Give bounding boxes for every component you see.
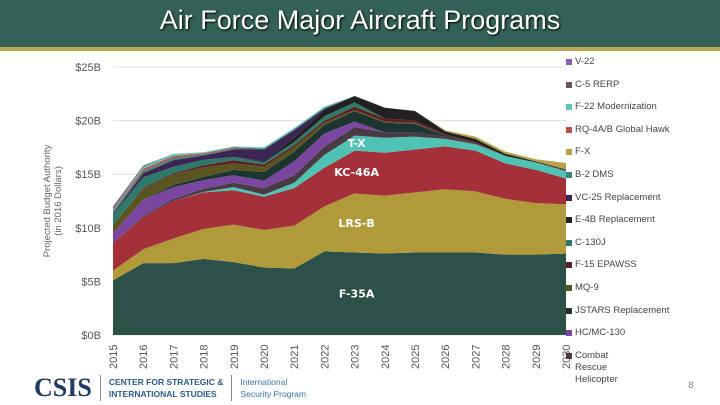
legend-item: VC-25 Replacement (566, 192, 715, 204)
legend-swatch (566, 149, 572, 156)
legend-item: F-22 Modernization (566, 101, 715, 113)
x-tick-label: 2021 (289, 345, 301, 369)
org-name: CENTER FOR STRATEGIC & INTERNATIONAL STU… (109, 376, 224, 400)
area-f-15-epawss (113, 106, 566, 225)
legend-swatch (566, 126, 572, 133)
legend-swatch (566, 285, 572, 291)
legend-label: C-5 RERP (575, 78, 620, 90)
series-label: LRS-B (338, 217, 374, 230)
y-tick-label: $5B (81, 276, 101, 288)
area-f-22-modernization (113, 95, 566, 211)
area-mq-9 (113, 109, 566, 234)
slide-title: Air Force Major Aircraft Programs (159, 5, 561, 35)
legend-swatch (566, 172, 572, 178)
y-tick-label: $0B (81, 330, 101, 342)
legend-swatch (566, 81, 572, 88)
x-tick-label: 2027 (470, 345, 482, 369)
x-tick-label: 2025 (410, 345, 422, 369)
legend-label: HC/MC-130 (575, 327, 626, 339)
area-f-35a (113, 251, 566, 335)
area-t-x (113, 135, 566, 243)
area-kc-46a (113, 146, 566, 271)
org-line-2: INTERNATIONAL STUDIES (108, 389, 217, 399)
series-label: T-X (348, 137, 367, 150)
area-hc-mc-130 (113, 121, 566, 243)
area-lrs-b (113, 189, 566, 281)
legend-label: V-22 (575, 56, 595, 67)
legend-swatch (566, 104, 572, 111)
divider (99, 375, 101, 401)
legend-label: Combat Rescue Helicopter (575, 349, 618, 385)
x-tick-label: 2023 (350, 345, 362, 369)
y-tick-label: $15B (75, 169, 101, 181)
legend-label: F-15 EPAWSS (575, 259, 637, 271)
legend-swatch (566, 262, 572, 269)
area-c-130j (113, 102, 566, 225)
x-tick-label: 2017 (168, 345, 180, 369)
legend-swatch (566, 330, 572, 337)
legend-item: E-4B Replacement (566, 214, 715, 226)
legend-label: F-X (575, 146, 591, 158)
x-tick-label: 2019 (229, 345, 241, 369)
legend-swatch (566, 194, 572, 201)
x-tick-label: 2028 (501, 345, 513, 369)
y-tick-label: $10B (75, 223, 101, 235)
program-line-2: Security Program (240, 389, 307, 399)
legend-item: HC/MC-130 (566, 327, 715, 339)
legend-label: C-130J (575, 236, 606, 248)
title-bar: Air Force Major Aircraft Programs (0, 0, 720, 51)
legend-swatch (566, 59, 572, 65)
page-number: 8 (688, 381, 694, 391)
legend-item: B-2 DMS (566, 169, 715, 181)
program-name: International Security Program (240, 376, 306, 400)
legend-label: MQ-9 (575, 282, 599, 293)
legend-item: JSTARS Replacement (566, 305, 715, 317)
divider (231, 375, 233, 401)
legend-item: F-X (566, 146, 715, 158)
legend-item: RQ-4A/B Global Hawk (566, 124, 715, 136)
legend-label: F-22 Modernization (575, 101, 657, 113)
legend-item: C-5 RERP (566, 79, 715, 91)
series-label: KC-46A (334, 166, 379, 179)
legend-label: VC-25 Replacement (575, 191, 661, 203)
legend-label: JSTARS Replacement (575, 304, 670, 316)
x-tick-label: 2029 (531, 345, 543, 369)
x-tick-label: 2024 (380, 345, 392, 369)
x-tick-label: 2015 (108, 345, 120, 369)
legend-item: C-130J (566, 237, 715, 249)
legend-swatch (566, 352, 572, 359)
legend-label: RQ-4A/B Global Hawk (575, 123, 670, 135)
legend-swatch (566, 239, 572, 246)
legend-item: MQ-9 (566, 282, 715, 294)
legend-label: E-4B Replacement (575, 214, 655, 226)
program-line-1: International (240, 377, 288, 387)
y-tick-label: $20B (75, 116, 101, 128)
legend-item: Combat Rescue Helicopter (566, 350, 640, 386)
y-tick-label: $25B (75, 62, 101, 74)
x-tick-label: 2018 (199, 345, 211, 369)
y-axis-label: (in 2016 Dollars) (53, 166, 64, 236)
legend-swatch (566, 307, 572, 314)
area-rq-4a-b-global-hawk (113, 95, 566, 212)
legend-item: V-22 (566, 56, 715, 68)
x-tick-label: 2020 (259, 345, 271, 369)
x-tick-label: 2022 (319, 345, 331, 369)
legend-swatch (566, 217, 572, 224)
org-line-1: CENTER FOR STRATEGIC & (108, 377, 224, 387)
area-b-2-dms (113, 95, 566, 214)
csis-logo: CSIS (34, 373, 92, 402)
x-tick-label: 2016 (138, 345, 150, 369)
x-tick-label: 2026 (440, 345, 452, 369)
series-label: F-35A (339, 288, 375, 301)
legend-label: B-2 DMS (575, 169, 614, 180)
footer: CSIS CENTER FOR STRATEGIC & INTERNATIONA… (34, 373, 306, 403)
y-axis-label: Projected Budget Authority (42, 145, 53, 258)
legend-item: F-15 EPAWSS (566, 259, 715, 271)
